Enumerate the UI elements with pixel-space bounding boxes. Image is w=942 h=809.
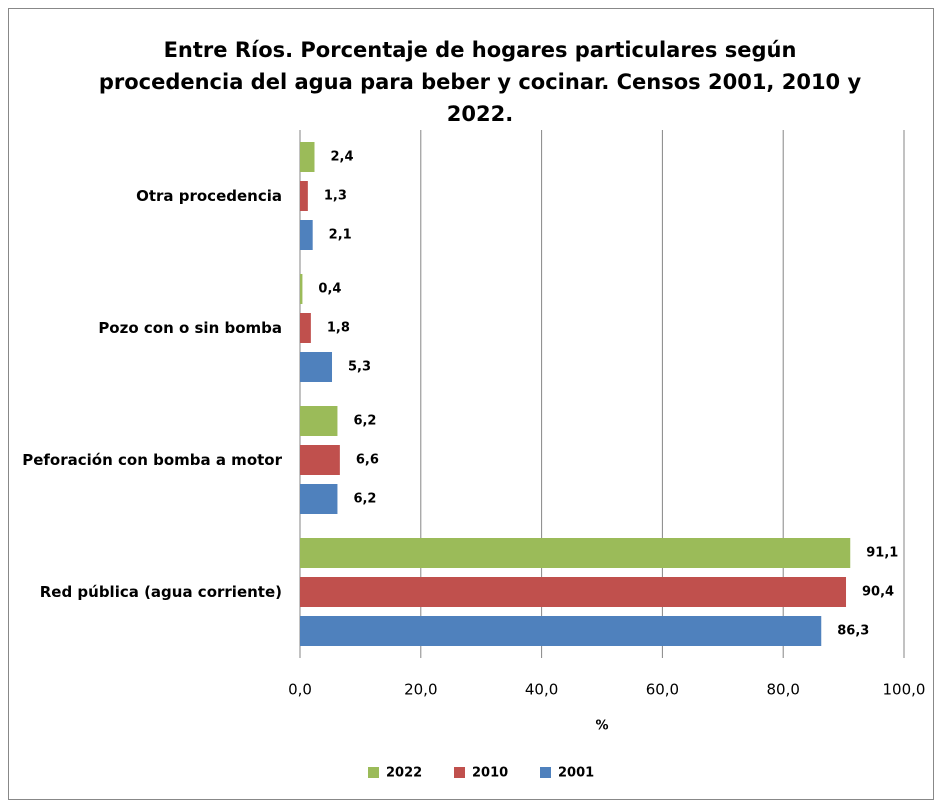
x-tick-label: 80,0 [766, 681, 799, 699]
bar [300, 484, 338, 514]
legend-swatch [540, 767, 551, 778]
legend-swatch [368, 767, 379, 778]
x-tick-label: 100,0 [883, 681, 926, 699]
bar [300, 616, 822, 646]
data-label: 86,3 [837, 624, 869, 639]
y-tick-label: Peforación con bomba a motor [22, 451, 282, 469]
bar [300, 313, 311, 343]
bar [300, 352, 333, 382]
bar [300, 406, 338, 436]
bar [300, 181, 308, 211]
data-label: 1,3 [324, 189, 347, 204]
y-tick-label: Otra procedencia [136, 187, 282, 205]
bar [300, 274, 303, 304]
data-label: 0,4 [318, 282, 341, 297]
x-axis-label: % [595, 719, 608, 734]
data-label: 90,4 [862, 585, 894, 600]
data-label: 6,6 [356, 453, 379, 468]
data-label: 5,3 [348, 360, 371, 375]
data-label: 2,1 [329, 228, 352, 243]
data-label: 2,4 [330, 150, 353, 165]
y-tick-label: Pozo con o sin bomba [98, 319, 282, 337]
bar [300, 142, 315, 172]
chart-title: Entre Ríos. Porcentaje de hogares partic… [98, 38, 862, 126]
legend-label: 2010 [472, 766, 508, 781]
data-label: 1,8 [327, 321, 350, 336]
chart-frame [8, 8, 934, 800]
bar [300, 445, 340, 475]
bar [300, 577, 847, 607]
x-tick-label: 40,0 [525, 681, 558, 699]
data-label: 91,1 [866, 546, 898, 561]
bar [300, 538, 851, 568]
x-tick-label: 20,0 [404, 681, 437, 699]
legend-label: 2001 [558, 766, 594, 781]
legend-label: 2022 [386, 766, 422, 781]
y-tick-label: Red pública (agua corriente) [39, 583, 282, 601]
x-tick-label: 60,0 [646, 681, 679, 699]
legend-swatch [454, 767, 465, 778]
data-label: 6,2 [353, 492, 376, 507]
data-label: 6,2 [353, 414, 376, 429]
x-tick-label: 0,0 [288, 681, 312, 699]
bar [300, 220, 313, 250]
